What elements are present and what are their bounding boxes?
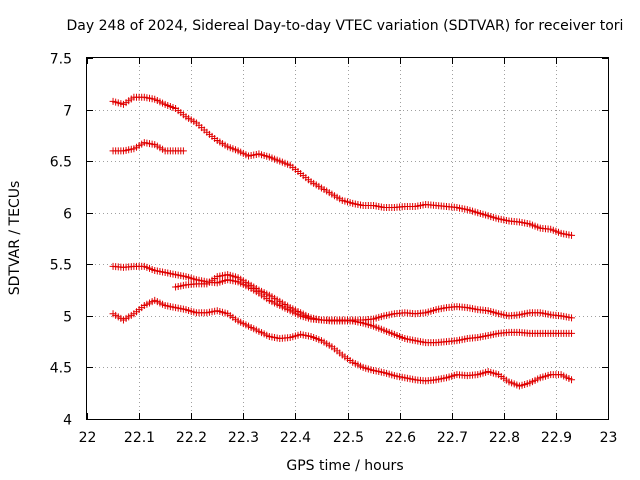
chart-title: Day 248 of 2024, Sidereal Day-to-day VTE… (67, 18, 624, 34)
series-2 (109, 139, 187, 155)
y-tick-label: 5.5 (50, 258, 72, 274)
x-tick-label: 23 (600, 430, 618, 446)
data-point (568, 231, 576, 239)
y-tick-label: 6.5 (50, 155, 72, 171)
y-tick-label: 6 (63, 207, 72, 223)
y-axis-label: SDTVAR / TECUs (7, 181, 23, 296)
y-tick-label: 5 (63, 310, 72, 326)
x-tick-label: 22.6 (385, 430, 416, 446)
y-tick-label: 4 (63, 413, 72, 429)
x-tick-label: 22.2 (176, 430, 207, 446)
axes: 22 22.1 22.2 22.3 22.4 22.5 22.6 22.7 22.8 22.9 23… (50, 52, 618, 447)
x-tick-label: 22.4 (280, 430, 311, 446)
x-tick-label: 22 (79, 430, 97, 446)
x-tick-label: 22.7 (437, 430, 468, 446)
data-marks (109, 93, 576, 390)
series-5 (109, 296, 576, 390)
data-point (568, 329, 576, 337)
y-tick-label: 7 (63, 104, 72, 120)
data-point (179, 147, 187, 155)
y-tick-label: 7.5 (50, 52, 72, 68)
x-tick-label: 22.3 (228, 430, 259, 446)
data-point (568, 314, 576, 322)
x-tick-label: 22.8 (489, 430, 520, 446)
x-tick-label: 22.9 (541, 430, 572, 446)
series-1 (109, 93, 576, 239)
x-axis-label: GPS time / hours (286, 458, 403, 474)
x-tick-label: 22.5 (333, 430, 364, 446)
plot-frame (86, 57, 609, 420)
x-tick-label: 22.1 (124, 430, 155, 446)
series-4 (172, 271, 576, 347)
y-tick-label: 4.5 (50, 361, 72, 377)
data-point (568, 376, 576, 384)
